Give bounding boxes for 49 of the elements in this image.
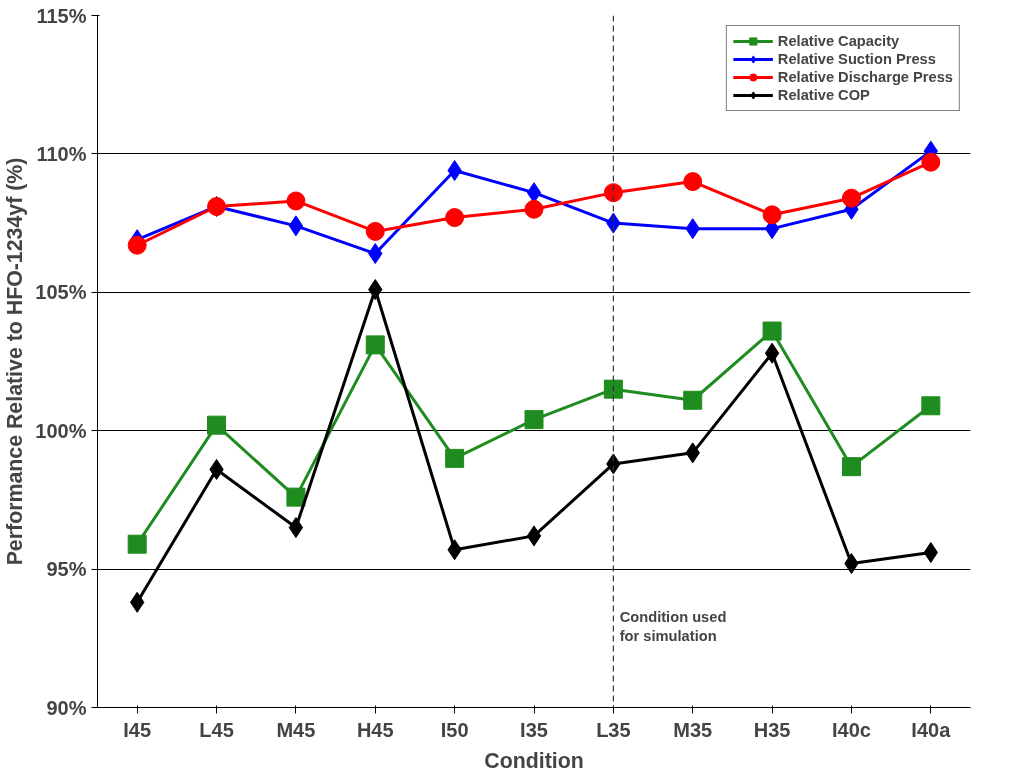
point — [127, 235, 147, 255]
point — [762, 321, 782, 341]
point — [286, 487, 306, 507]
point — [524, 199, 544, 219]
x-tick-label: I40c — [831, 718, 871, 741]
x-axis-title: Condition — [484, 748, 584, 773]
point — [683, 172, 703, 192]
y-tick-label: 110% — [36, 142, 87, 165]
point — [764, 342, 780, 364]
point — [921, 396, 941, 416]
point — [207, 415, 227, 435]
point — [921, 152, 941, 172]
point — [841, 457, 861, 477]
point — [445, 208, 465, 228]
ref-line-label: Condition used for simulation — [619, 608, 727, 644]
point — [286, 191, 306, 211]
x-tick-label: I45 — [123, 718, 152, 741]
legend-label: Relative Capacity — [777, 32, 900, 50]
point — [603, 379, 623, 399]
point — [445, 448, 465, 468]
point — [683, 390, 703, 410]
point — [365, 335, 385, 355]
legend-label: Relative COP — [777, 86, 870, 104]
y-tick-label: 90% — [46, 696, 87, 719]
x-tick-label: H45 — [356, 718, 394, 741]
x-tick-label: L35 — [596, 718, 631, 741]
x-tick-label: L45 — [199, 718, 234, 741]
x-tick-label: H35 — [753, 718, 791, 741]
point — [365, 221, 385, 241]
y-tick-label: 115% — [36, 4, 87, 27]
point — [524, 410, 544, 430]
point — [288, 215, 304, 237]
point — [841, 188, 861, 208]
x-tick-label: M35 — [673, 718, 713, 741]
y-axis-title: Performance Relative to HFO-1234yf (%) — [3, 157, 28, 566]
x-tick-label: M45 — [276, 718, 316, 741]
y-tick-label: 95% — [46, 558, 87, 581]
x-tick-label: I40a — [911, 718, 952, 741]
point — [603, 183, 623, 203]
x-tick-label: I50 — [440, 718, 469, 741]
legend-label: Relative Discharge Press — [777, 68, 953, 86]
point — [288, 517, 304, 539]
legend-label: Relative Suction Press — [777, 50, 936, 68]
y-tick-label: 100% — [35, 419, 87, 442]
point — [762, 205, 782, 225]
point — [127, 534, 147, 554]
point — [526, 525, 542, 547]
x-tick-label: I35 — [520, 718, 548, 741]
y-tick-label: 105% — [35, 281, 87, 304]
